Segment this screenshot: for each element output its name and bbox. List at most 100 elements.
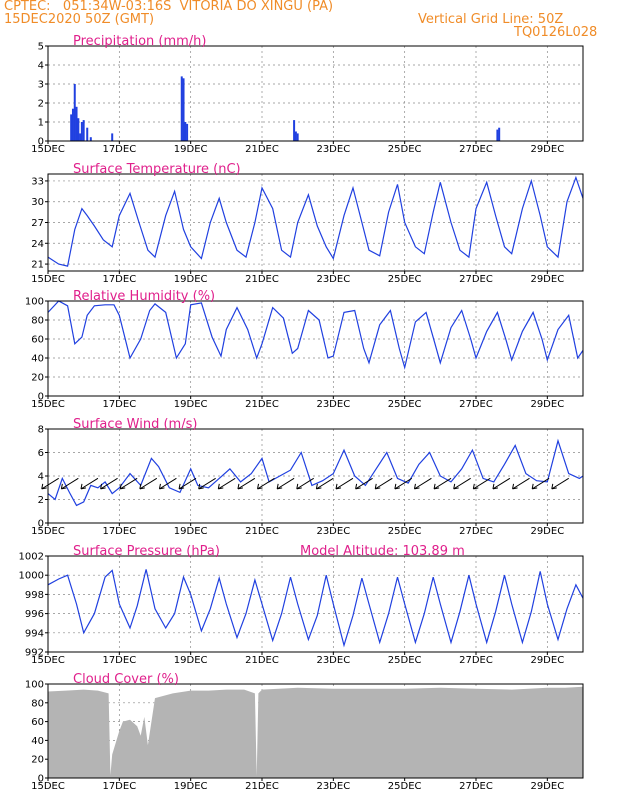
y-tick-label: 20 <box>31 373 44 384</box>
wind-arrow-head <box>413 483 420 490</box>
x-tick-label: 27DEC <box>459 274 493 285</box>
wind-arrow-head <box>335 483 342 490</box>
panel-frame <box>47 555 584 653</box>
wind-arrow-head <box>217 483 224 490</box>
panel-annotation: Model Altitude: 103.89 m <box>300 544 465 559</box>
series-line <box>47 300 584 370</box>
wind-arrow-head <box>41 483 47 490</box>
panel-title: Surface Temperature (nC) <box>73 162 241 177</box>
x-tick-label: 21DEC <box>245 144 279 155</box>
x-tick-label: 29DEC <box>530 781 564 792</box>
precip-bar <box>80 122 83 141</box>
y-tick-label: 100 <box>25 680 44 691</box>
panel-title: Precipitation (mm/h) <box>73 34 206 49</box>
x-tick-label: 21DEC <box>245 274 279 285</box>
y-tick-label: 0 <box>38 519 44 530</box>
x-tick-label: 27DEC <box>459 781 493 792</box>
wind-arrow-head <box>296 483 302 490</box>
y-tick-label: 1 <box>38 118 44 129</box>
y-tick-label: 33 <box>31 176 44 187</box>
precip-bar <box>75 106 78 141</box>
x-tick-label: 15DEC <box>31 655 65 666</box>
header-run-time: 15DEC2020 50Z (GMT) <box>4 12 155 27</box>
x-tick-label: 15DEC <box>31 526 65 537</box>
x-tick-label: 29DEC <box>530 144 564 155</box>
y-tick-label: 40 <box>31 736 44 747</box>
y-tick-label: 5 <box>38 42 44 53</box>
precip-bar <box>89 137 92 141</box>
x-tick-label: 15DEC <box>31 399 65 410</box>
precip-bar <box>71 108 74 141</box>
wind-arrow-head <box>315 483 322 490</box>
x-tick-label: 19DEC <box>174 144 208 155</box>
precip-bar <box>180 76 183 141</box>
y-tick-label: 1002 <box>19 552 44 563</box>
panel-frame <box>47 45 584 142</box>
y-tick-label: 60 <box>31 335 44 346</box>
precip-bar <box>184 122 187 141</box>
y-tick-label: 1000 <box>19 571 44 582</box>
x-tick-label: 17DEC <box>102 655 136 666</box>
wind-arrow <box>335 477 354 490</box>
y-tick-label: 80 <box>31 698 44 709</box>
x-tick-label: 23DEC <box>316 274 350 285</box>
wind-arrow-head <box>60 483 67 490</box>
y-tick-label: 6 <box>38 448 44 459</box>
header-model-id: TQ0126L028 <box>514 25 598 40</box>
y-tick-label: 0 <box>38 392 44 403</box>
wind-arrow <box>492 477 511 490</box>
precip-bar <box>296 133 299 141</box>
x-tick-label: 29DEC <box>530 274 564 285</box>
wind-arrow-head <box>492 483 499 490</box>
x-tick-label: 17DEC <box>102 781 136 792</box>
wind-arrow <box>512 477 530 490</box>
precip-bar <box>182 78 185 141</box>
y-tick-label: 996 <box>25 609 44 620</box>
wind-arrow-head <box>276 483 283 490</box>
x-tick-label: 27DEC <box>459 399 493 410</box>
wind-arrow-head <box>257 483 263 490</box>
wind-arrow <box>119 477 138 490</box>
y-tick-label: 998 <box>25 590 44 601</box>
wind-arrow <box>453 477 471 490</box>
y-tick-label: 100 <box>25 297 44 308</box>
wind-arrow <box>374 477 393 490</box>
wind-arrow-head <box>551 483 557 490</box>
precip-bar <box>186 123 189 141</box>
precip-bar <box>82 120 85 141</box>
x-tick-label: 23DEC <box>316 781 350 792</box>
wind-arrow <box>257 477 275 490</box>
wind-arrow <box>80 477 99 490</box>
x-tick-label: 25DEC <box>388 144 422 155</box>
panel-title: Cloud Cover (%) <box>73 672 179 687</box>
wind-arrow <box>355 477 373 490</box>
series-line <box>47 438 584 507</box>
y-tick-label: 0 <box>38 774 44 785</box>
wind-arrow <box>276 477 295 490</box>
header-grid-note: Vertical Grid Line: 50Z <box>418 12 564 27</box>
y-tick-label: 4 <box>38 472 44 483</box>
precip-bar <box>77 118 80 141</box>
y-tick-label: 2 <box>38 495 44 506</box>
precip-bar <box>79 133 82 141</box>
y-tick-label: 994 <box>25 628 44 639</box>
panel-frame <box>47 173 584 272</box>
series-line <box>47 175 584 267</box>
y-tick-label: 24 <box>31 239 44 250</box>
y-tick-label: 992 <box>25 648 44 659</box>
wind-arrow <box>139 477 158 490</box>
y-tick-label: 4 <box>38 61 44 72</box>
wind-arrow-head <box>119 483 126 490</box>
wind-arrow <box>551 477 569 490</box>
wind-arrow-head <box>531 483 538 490</box>
panel-frame <box>47 300 584 397</box>
x-tick-label: 21DEC <box>245 781 279 792</box>
x-tick-label: 21DEC <box>245 526 279 537</box>
x-tick-label: 17DEC <box>102 526 136 537</box>
x-tick-label: 27DEC <box>459 526 493 537</box>
wind-arrow-head <box>237 483 244 490</box>
x-tick-label: 25DEC <box>388 399 422 410</box>
y-tick-label: 2 <box>38 99 44 110</box>
y-tick-label: 20 <box>31 755 44 766</box>
wind-arrow-head <box>158 483 165 490</box>
